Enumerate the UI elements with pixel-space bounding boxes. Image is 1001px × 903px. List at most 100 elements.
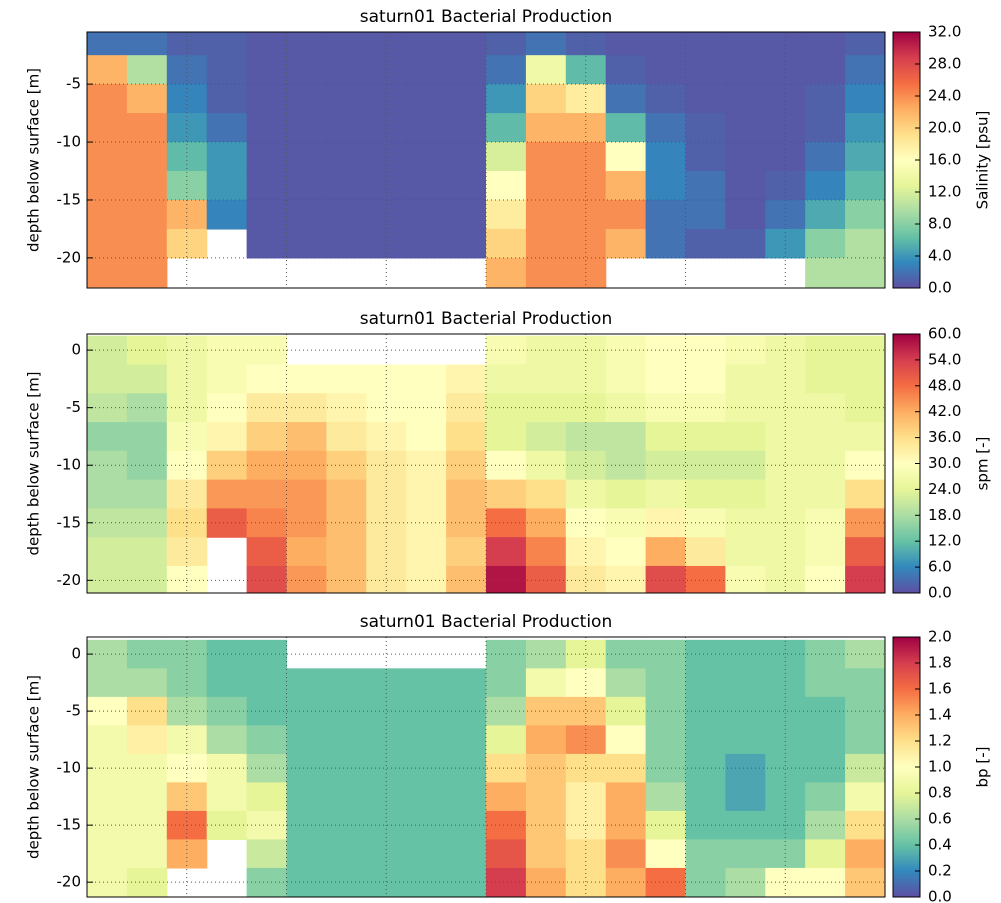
cell [565, 32, 607, 56]
cell [87, 142, 128, 172]
cell [406, 84, 447, 114]
colorbar-tick-label: 1.4 [928, 706, 952, 724]
cell [486, 639, 527, 669]
cell [126, 257, 168, 288]
chart-title: saturn01 Bacterial Production [360, 7, 612, 27]
cell [206, 84, 248, 114]
y-axis-label: depth below surface [m] [25, 68, 43, 252]
cell [406, 782, 447, 812]
y-tick-label: -5 [66, 398, 81, 416]
cell [446, 55, 487, 85]
cell [126, 199, 168, 230]
cell [206, 55, 248, 85]
cell [246, 479, 288, 509]
cell [525, 257, 567, 288]
cell [805, 782, 846, 812]
cell [446, 422, 487, 452]
cell [805, 32, 846, 56]
cell [645, 171, 687, 201]
cell [286, 55, 327, 85]
cell [845, 422, 885, 452]
panel: saturn01 Bacterial Production depth below… [25, 7, 992, 297]
cell [326, 228, 367, 259]
colorbar-tick-label: 24.0 [928, 480, 961, 498]
cell [486, 725, 527, 755]
y-tick-label: -20 [57, 248, 82, 266]
y-tick-label: -20 [57, 571, 82, 589]
cell [645, 479, 687, 509]
cell [645, 668, 687, 698]
cell [486, 364, 527, 394]
cell [765, 32, 806, 56]
y-tick-label: -20 [57, 873, 82, 891]
cell [206, 142, 248, 172]
cell [486, 753, 527, 783]
cell [486, 422, 527, 452]
cell [845, 782, 885, 812]
cell [845, 537, 885, 567]
cell [87, 228, 128, 259]
cell [206, 199, 248, 230]
cell [246, 335, 288, 366]
cell [246, 142, 288, 172]
cell [126, 32, 168, 56]
cell [406, 479, 447, 509]
cell [286, 782, 327, 812]
cell [206, 508, 248, 538]
cell [87, 668, 128, 698]
cell [486, 450, 527, 481]
cell [166, 32, 208, 56]
cell [366, 508, 407, 538]
cell [286, 537, 327, 567]
cell [525, 32, 567, 56]
cell [326, 867, 367, 897]
cell [87, 171, 128, 201]
cell [406, 537, 447, 567]
cell [286, 142, 327, 172]
colorbar-tick-label: 0.0 [928, 279, 952, 297]
cell [87, 55, 128, 85]
cell [406, 171, 447, 201]
cell [126, 839, 168, 869]
cell [805, 55, 846, 85]
colorbar-tick-label: 12.0 [928, 532, 961, 550]
cell [326, 450, 367, 481]
colorbar-tick-label: 0.4 [928, 836, 952, 854]
cell [446, 537, 487, 567]
cell [126, 113, 168, 143]
cell [765, 228, 806, 259]
cell [446, 142, 487, 172]
cell [87, 422, 128, 452]
cell [206, 479, 248, 509]
cell [286, 867, 327, 897]
cell [286, 725, 327, 755]
cell [206, 810, 248, 841]
cell [446, 508, 487, 538]
cell [805, 199, 846, 230]
cell [286, 84, 327, 114]
cell [166, 228, 208, 259]
cell [685, 364, 726, 394]
cell [206, 782, 248, 812]
cell [446, 867, 487, 897]
cell [525, 479, 567, 509]
cell [246, 84, 288, 114]
cell [246, 639, 288, 669]
y-tick-label: -5 [66, 702, 81, 720]
cell [605, 839, 647, 869]
cell [246, 199, 288, 230]
cell [765, 364, 806, 394]
cell [565, 171, 607, 201]
cell [805, 537, 846, 567]
cell [685, 113, 726, 143]
colorbar-tick-label: 18.0 [928, 506, 961, 524]
colorbar-tick-label: 36.0 [928, 428, 961, 446]
colorbar-tick-label: 6.0 [928, 558, 952, 576]
cell [366, 113, 407, 143]
cell [406, 450, 447, 481]
cell [446, 753, 487, 783]
cell [246, 753, 288, 783]
cell [805, 422, 846, 452]
colorbar-tick-label: 32.0 [928, 23, 961, 41]
